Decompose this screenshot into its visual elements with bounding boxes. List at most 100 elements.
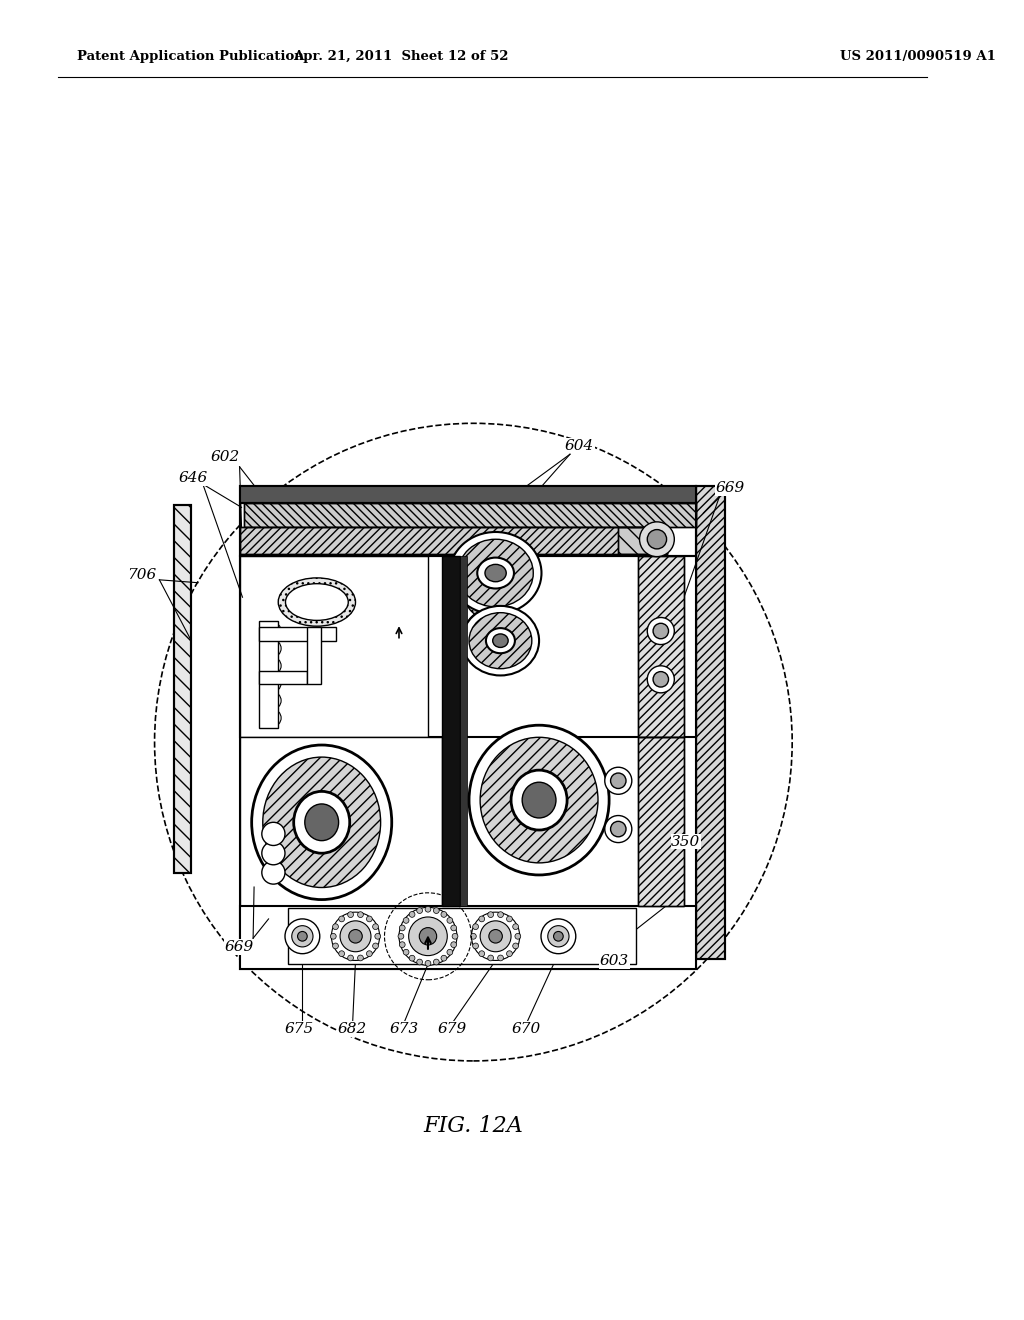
Bar bbox=[245, 503, 695, 527]
Ellipse shape bbox=[480, 738, 598, 863]
Ellipse shape bbox=[458, 540, 534, 607]
Circle shape bbox=[640, 521, 675, 557]
Text: Patent Application Publication: Patent Application Publication bbox=[77, 50, 304, 63]
Circle shape bbox=[348, 912, 353, 917]
Bar bbox=[245, 503, 695, 527]
Circle shape bbox=[488, 929, 503, 942]
Circle shape bbox=[610, 774, 626, 788]
Circle shape bbox=[262, 842, 285, 865]
Ellipse shape bbox=[294, 792, 350, 853]
Circle shape bbox=[419, 928, 436, 945]
Ellipse shape bbox=[493, 634, 508, 647]
Text: 670: 670 bbox=[512, 1022, 541, 1036]
Circle shape bbox=[515, 933, 521, 940]
Circle shape bbox=[357, 912, 364, 917]
Bar bbox=[288, 908, 636, 965]
Ellipse shape bbox=[511, 770, 567, 830]
Text: 673: 673 bbox=[389, 1022, 419, 1036]
Bar bbox=[638, 738, 684, 907]
Circle shape bbox=[373, 924, 379, 929]
Text: US 2011/0090519 A1: US 2011/0090519 A1 bbox=[841, 50, 996, 63]
Circle shape bbox=[333, 942, 338, 949]
Circle shape bbox=[653, 623, 669, 639]
Circle shape bbox=[647, 665, 675, 693]
Ellipse shape bbox=[263, 758, 381, 887]
Circle shape bbox=[487, 956, 494, 961]
Circle shape bbox=[471, 912, 520, 961]
Circle shape bbox=[262, 822, 285, 846]
Text: 350: 350 bbox=[672, 834, 700, 849]
Circle shape bbox=[339, 916, 344, 921]
Circle shape bbox=[473, 619, 508, 653]
Bar bbox=[259, 671, 307, 684]
Bar bbox=[618, 527, 667, 553]
Bar bbox=[684, 486, 695, 960]
Text: 602: 602 bbox=[211, 450, 240, 465]
Circle shape bbox=[298, 932, 307, 941]
Circle shape bbox=[441, 912, 446, 917]
Circle shape bbox=[605, 816, 632, 842]
Ellipse shape bbox=[305, 804, 339, 841]
Ellipse shape bbox=[469, 725, 609, 875]
Circle shape bbox=[357, 956, 364, 961]
Circle shape bbox=[507, 916, 512, 921]
Circle shape bbox=[541, 919, 575, 953]
Text: 682: 682 bbox=[338, 1022, 368, 1036]
Circle shape bbox=[264, 640, 282, 657]
Ellipse shape bbox=[279, 578, 355, 626]
Circle shape bbox=[417, 960, 423, 965]
Circle shape bbox=[473, 924, 478, 929]
Ellipse shape bbox=[469, 612, 531, 669]
Text: 679: 679 bbox=[437, 1022, 467, 1036]
Text: 669: 669 bbox=[716, 480, 745, 495]
Circle shape bbox=[464, 609, 518, 663]
Circle shape bbox=[410, 912, 415, 917]
Circle shape bbox=[417, 908, 423, 913]
Bar bbox=[695, 486, 725, 960]
Bar bbox=[638, 738, 684, 907]
Bar bbox=[240, 486, 695, 503]
Circle shape bbox=[399, 941, 406, 948]
Bar bbox=[442, 556, 460, 907]
Circle shape bbox=[433, 960, 439, 965]
Bar bbox=[240, 486, 695, 969]
Circle shape bbox=[433, 908, 439, 913]
Text: Apr. 21, 2011  Sheet 12 of 52: Apr. 21, 2011 Sheet 12 of 52 bbox=[293, 50, 509, 63]
Text: 675: 675 bbox=[285, 1022, 314, 1036]
Circle shape bbox=[399, 907, 457, 965]
Circle shape bbox=[425, 961, 431, 966]
Bar bbox=[240, 556, 428, 738]
Ellipse shape bbox=[450, 532, 542, 614]
Ellipse shape bbox=[486, 628, 515, 653]
Bar bbox=[259, 622, 279, 727]
Circle shape bbox=[367, 950, 373, 957]
Bar bbox=[259, 627, 336, 640]
Bar bbox=[240, 527, 667, 553]
Bar bbox=[460, 556, 467, 907]
Circle shape bbox=[375, 933, 381, 940]
Circle shape bbox=[264, 622, 282, 640]
Circle shape bbox=[264, 657, 282, 675]
Bar bbox=[618, 527, 667, 553]
Circle shape bbox=[464, 565, 518, 619]
Bar bbox=[695, 486, 725, 960]
Circle shape bbox=[451, 925, 457, 931]
Circle shape bbox=[487, 912, 494, 917]
Circle shape bbox=[340, 921, 371, 952]
Circle shape bbox=[513, 924, 518, 929]
Circle shape bbox=[473, 942, 478, 949]
Ellipse shape bbox=[522, 783, 556, 818]
Circle shape bbox=[409, 917, 447, 956]
Circle shape bbox=[264, 692, 282, 709]
Bar bbox=[174, 506, 191, 873]
Circle shape bbox=[498, 956, 504, 961]
Text: FIG. 12A: FIG. 12A bbox=[424, 1114, 523, 1137]
Circle shape bbox=[373, 942, 379, 949]
Bar bbox=[638, 556, 684, 738]
Ellipse shape bbox=[286, 583, 348, 620]
Circle shape bbox=[647, 529, 667, 549]
Circle shape bbox=[262, 861, 285, 884]
Circle shape bbox=[446, 917, 453, 923]
Circle shape bbox=[331, 933, 336, 940]
Ellipse shape bbox=[485, 565, 506, 582]
